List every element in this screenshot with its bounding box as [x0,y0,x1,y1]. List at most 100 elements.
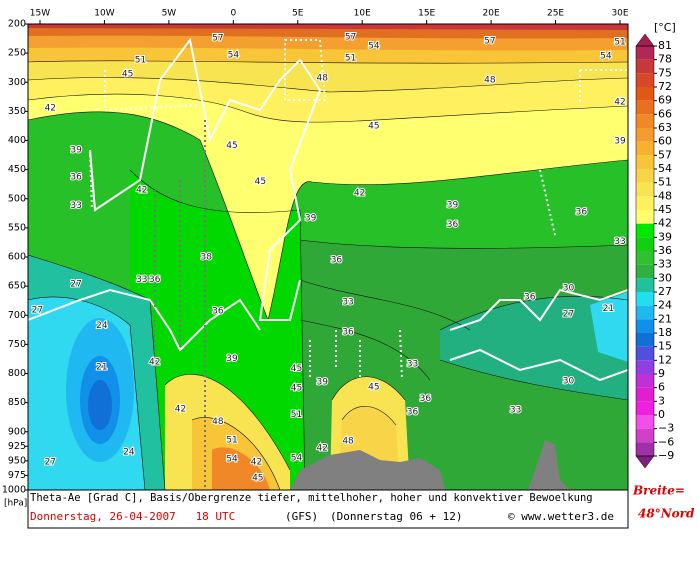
colorbar-title: [°C] [654,21,676,34]
caption: Theta-Ae [Grad C], Basis/Obergrenze tief… [30,492,593,504]
colorbar-tick-label: 3 [658,394,665,407]
contour-label: 45 [291,364,302,374]
contour-label: 42 [175,405,186,415]
contour-label: 36 [342,328,354,338]
x-tick-label: 5E [292,9,304,19]
contour-label: 24 [123,448,135,458]
y-unit: [hPa] [4,499,27,509]
latitude-label: Breite= [632,484,685,498]
y-tick-label: 850 [8,397,26,408]
colorbar-band [636,196,654,210]
y-tick-label: 450 [8,164,26,175]
colorbar-band [636,346,654,361]
contour-label: 27 [563,310,574,320]
colorbar-band [636,128,654,142]
contour-label: 42 [251,458,262,468]
colorbar-band [636,360,654,374]
contour-label: 45 [255,177,266,187]
colorbar-tick-label: 57 [658,148,672,161]
y-tick-label: 350 [8,106,26,117]
x-tick-label: 5W [162,9,177,19]
contour-label: 24 [96,321,108,331]
colorbar-band [636,278,654,292]
contour-label: 48 [484,75,496,85]
contour-label: 36 [524,293,536,303]
colorbar-under [635,455,655,469]
colorbar-band [636,46,654,60]
colorbar-tick-label: 21 [658,312,672,325]
colorbar-tick-label: 0 [658,408,665,421]
colorbar-tick-label: 12 [658,353,672,366]
colorbar-band [636,237,654,251]
contour-label: 39 [317,378,329,388]
contour-label: 36 [576,208,588,218]
contour-label: 33 [614,237,625,247]
x-tick-label: 25E [547,9,564,19]
colorbar-band [636,319,654,333]
colorbar-tick-label: 27 [658,285,672,298]
y-tick-label: 500 [8,193,26,204]
colorbar-tick-label: 69 [658,94,672,107]
colorbar-tick-label: 72 [658,80,672,93]
x-tick-label: 15W [30,9,50,19]
contour-label: 36 [70,173,82,183]
contour-label: 21 [603,304,614,314]
contour-label: 51 [135,56,146,66]
contour-label: 42 [149,357,160,367]
contour-label: 39 [614,137,626,147]
y-tick-label: 975 [8,470,26,481]
y-tick-label: 1000 [2,485,26,496]
y-tick-label: 400 [8,135,26,146]
contour-label: 51 [291,410,302,420]
colorbar-tick-label: 63 [658,121,672,134]
colorbar-band [636,59,654,74]
colorbar-tick-label: 45 [658,203,672,216]
contour-label: 51 [226,435,237,445]
contour-label: 39 [305,213,317,223]
x-tick-label: 15E [418,9,435,19]
colorbar-band [636,141,654,156]
contour-label: 57 [345,32,356,42]
contour-label: 30 [563,283,575,293]
colorbar-band [636,442,654,456]
x-tick-label: 0 [230,9,236,19]
x-tick-label: 20E [483,9,500,19]
y-tick-label: 250 [8,48,26,59]
colorbar-tick-label: 48 [658,189,672,202]
contour-label: 27 [32,306,43,316]
contour-label: 42 [136,186,147,196]
y-tick-label: 925 [8,441,26,452]
contour-label: 54 [368,42,380,52]
contour-label: 42 [45,103,56,113]
colorbar-band [636,428,654,443]
colorbar-band [636,155,654,169]
contour-label: 45 [226,141,237,151]
colorbar-tick-label: 42 [658,217,672,230]
contour-label: 57 [484,36,495,46]
contour-label: 30 [563,377,575,387]
contour-label: 36 [331,255,343,265]
x-tick-label: 10E [354,9,371,19]
contour-label: 45 [122,70,133,80]
y-tick-label: 900 [8,426,26,437]
date-line: Donnerstag, 26-04-2007 18 UTC [30,510,235,523]
colorbar-band [636,264,654,279]
colorbar-over [635,33,655,47]
field [28,24,628,490]
contour-label: 45 [368,382,379,392]
contour-label: 48 [212,417,224,427]
y-tick-label: 650 [8,281,26,292]
contour-label: 27 [70,279,81,289]
contour-label: 48 [317,74,329,84]
colorbar-tick-label: 30 [658,271,672,284]
x-tick-label: 30E [611,9,628,19]
contour-label: 42 [354,188,365,198]
colorbar-band [636,73,654,87]
colorbar-band [636,374,654,388]
colorbar-tick-label: 66 [658,107,672,120]
contour-label: 36 [447,220,459,230]
colorbar-tick-label: −3 [658,422,674,435]
colorbar-tick-label: 36 [658,244,672,257]
contour-label: 33 [136,275,147,285]
colorbar-band [636,223,654,238]
